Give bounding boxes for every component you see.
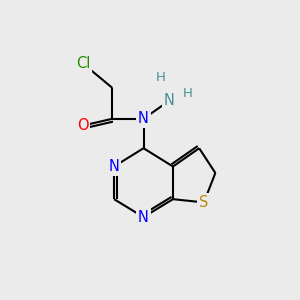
Text: S: S — [199, 195, 208, 210]
Text: O: O — [77, 118, 89, 133]
Text: N: N — [109, 159, 119, 174]
Text: N: N — [138, 210, 149, 225]
Text: Cl: Cl — [76, 56, 90, 71]
Text: H: H — [183, 87, 193, 100]
Text: H: H — [155, 71, 165, 84]
Text: N: N — [138, 111, 149, 126]
Text: N: N — [164, 93, 175, 108]
